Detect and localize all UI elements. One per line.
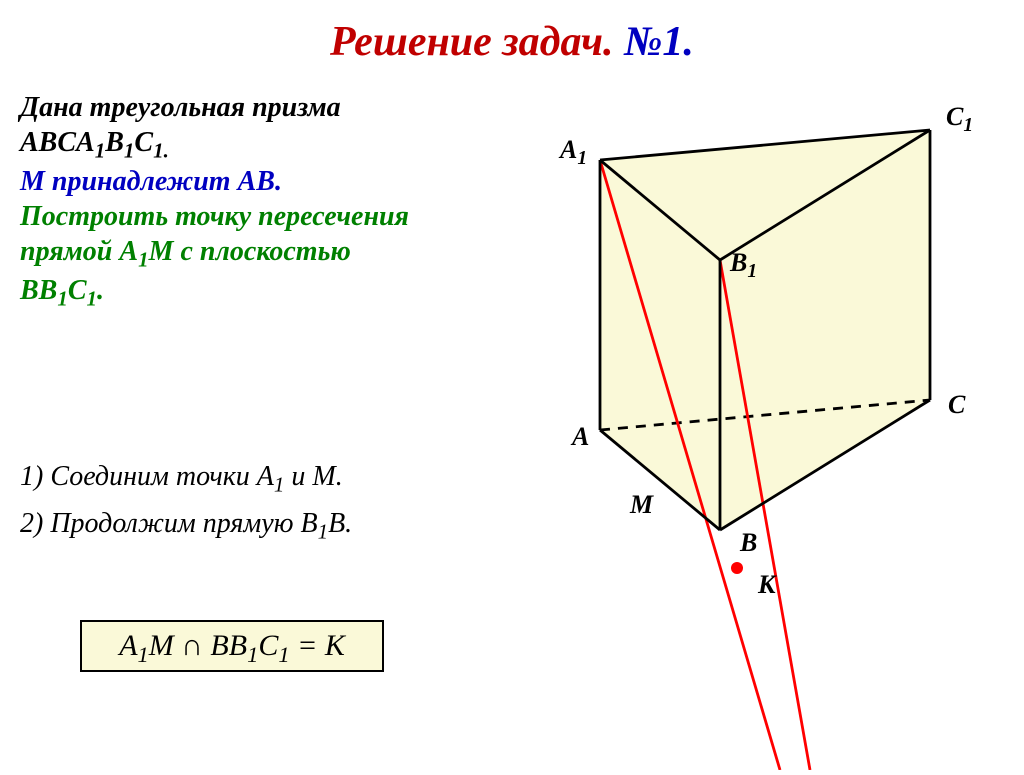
- step-2: 2) Продолжим прямую B1B.: [20, 502, 352, 549]
- solution-steps: 1) Соединим точки A1 и М. 2) Продолжим п…: [20, 455, 352, 549]
- problem-line2: ABCA1B1C1.: [20, 125, 409, 164]
- vertex-label-B: B: [740, 528, 757, 558]
- vertex-label-C1: C1: [946, 102, 973, 137]
- prism-diagram: A B C A1 B1 C1 M К: [500, 80, 1020, 770]
- problem-text: Дана треугольная призма ABCA1B1C1. М при…: [20, 90, 409, 312]
- problem-line5: прямой A1M с плоскостью: [20, 234, 409, 273]
- problem-line1: Дана треугольная призма: [20, 90, 409, 125]
- problem-line6: BB1C1.: [20, 273, 409, 312]
- vertex-label-B1: B1: [730, 248, 757, 283]
- step-1: 1) Соединим точки A1 и М.: [20, 455, 352, 502]
- vertex-label-K: К: [758, 570, 776, 600]
- vertex-label-C: C: [948, 390, 965, 420]
- title-part1: Решение задач.: [330, 19, 613, 65]
- vertex-label-A: A: [572, 422, 589, 452]
- vertex-label-A1: A1: [560, 135, 587, 170]
- slide-title: Решение задач. №1.: [0, 18, 1024, 66]
- problem-line4: Построить точку пересечения: [20, 199, 409, 234]
- result-text: A1M ∩ BB1C1 = К: [119, 629, 345, 662]
- title-part2: №1.: [624, 19, 694, 65]
- result-box: A1M ∩ BB1C1 = К: [80, 620, 384, 672]
- vertex-label-M: M: [630, 490, 653, 520]
- problem-line3: М принадлежит АВ.: [20, 164, 409, 199]
